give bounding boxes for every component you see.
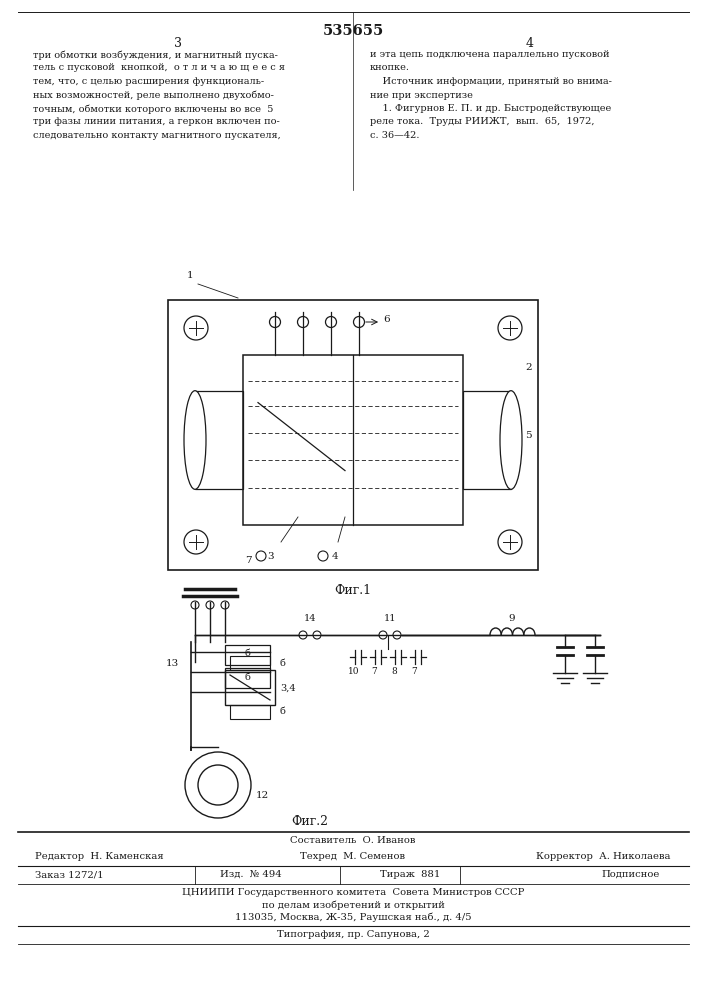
Text: и эта цепь подключена параллельно пусковой: и эта цепь подключена параллельно пусков… bbox=[370, 50, 609, 59]
Text: 12: 12 bbox=[256, 790, 269, 800]
Text: Составитель  О. Иванов: Составитель О. Иванов bbox=[291, 836, 416, 845]
Ellipse shape bbox=[500, 391, 522, 489]
Text: Подписное: Подписное bbox=[602, 870, 660, 879]
Text: Фиг.1: Фиг.1 bbox=[334, 584, 372, 597]
Ellipse shape bbox=[184, 391, 206, 489]
Text: 1: 1 bbox=[187, 271, 193, 280]
Text: Изд.  № 494: Изд. № 494 bbox=[220, 870, 282, 879]
Text: тель с пусковой  кнопкой,  о т л и ч а ю щ е е с я: тель с пусковой кнопкой, о т л и ч а ю щ… bbox=[33, 64, 285, 73]
Text: Тираж  881: Тираж 881 bbox=[380, 870, 440, 879]
Text: 4: 4 bbox=[526, 37, 534, 50]
Text: реле тока.  Труды РИИЖТ,  вып.  65,  1972,: реле тока. Труды РИИЖТ, вып. 65, 1972, bbox=[370, 117, 595, 126]
Text: 113035, Москва, Ж-35, Раушская наб., д. 4/5: 113035, Москва, Ж-35, Раушская наб., д. … bbox=[235, 912, 472, 922]
Bar bbox=[168, 300, 538, 570]
Bar bbox=[195, 391, 243, 489]
Text: б: б bbox=[280, 708, 286, 716]
Text: 7: 7 bbox=[245, 556, 251, 565]
Text: Корректор  А. Николаева: Корректор А. Николаева bbox=[535, 852, 670, 861]
Text: точным, обмотки которого включены во все  5: точным, обмотки которого включены во все… bbox=[33, 104, 274, 113]
Text: Заказ 1272/1: Заказ 1272/1 bbox=[35, 870, 104, 879]
Bar bbox=[225, 670, 275, 705]
Text: Фиг.2: Фиг.2 bbox=[291, 815, 329, 828]
Text: Техред  М. Семенов: Техред М. Семенов bbox=[300, 852, 406, 861]
Text: 3,4: 3,4 bbox=[280, 684, 296, 692]
Text: ние при экспертизе: ние при экспертизе bbox=[370, 91, 473, 100]
Text: ЦНИИПИ Государственного комитета  Совета Министров СССР: ЦНИИПИ Государственного комитета Совета … bbox=[182, 888, 524, 897]
Text: три фазы линии питания, а геркон включен по-: три фазы линии питания, а геркон включен… bbox=[33, 117, 280, 126]
Text: 2: 2 bbox=[525, 362, 532, 371]
Text: 10: 10 bbox=[349, 667, 360, 676]
Text: 3: 3 bbox=[268, 552, 274, 561]
Text: 8: 8 bbox=[391, 667, 397, 676]
Text: 9: 9 bbox=[509, 614, 515, 623]
Text: Типография, пр. Сапунова, 2: Типография, пр. Сапунова, 2 bbox=[276, 930, 429, 939]
Text: 13: 13 bbox=[165, 658, 179, 668]
Text: тем, что, с целью расширения функциональ-: тем, что, с целью расширения функциональ… bbox=[33, 77, 264, 86]
Text: 535655: 535655 bbox=[322, 24, 384, 38]
Text: б: б bbox=[280, 658, 286, 668]
Text: 7: 7 bbox=[371, 667, 377, 676]
Text: 3: 3 bbox=[174, 37, 182, 50]
Text: Источник информации, принятый во внима-: Источник информации, принятый во внима- bbox=[370, 77, 612, 86]
Bar bbox=[230, 656, 270, 670]
Bar bbox=[225, 668, 270, 688]
Text: кнопке.: кнопке. bbox=[370, 64, 410, 73]
Bar bbox=[225, 645, 270, 665]
Text: 7: 7 bbox=[411, 667, 417, 676]
Text: следовательно контакту магнитного пускателя,: следовательно контакту магнитного пускат… bbox=[33, 131, 281, 140]
Text: 5: 5 bbox=[525, 431, 532, 440]
Text: 4: 4 bbox=[332, 552, 339, 561]
Text: три обмотки возбуждения, и магнитный пуска-: три обмотки возбуждения, и магнитный пус… bbox=[33, 50, 278, 60]
Bar bbox=[243, 355, 463, 525]
Text: 6: 6 bbox=[383, 314, 390, 324]
Bar bbox=[463, 391, 511, 489]
Text: по делам изобретений и открытий: по делам изобретений и открытий bbox=[262, 900, 445, 910]
Text: 14: 14 bbox=[304, 614, 316, 623]
Text: б: б bbox=[244, 650, 250, 658]
Bar bbox=[230, 705, 270, 719]
Text: б: б bbox=[244, 672, 250, 682]
Text: с. 36—42.: с. 36—42. bbox=[370, 131, 419, 140]
Text: Редактор  Н. Каменская: Редактор Н. Каменская bbox=[35, 852, 163, 861]
Text: ных возможностей, реле выполнено двухобмо-: ных возможностей, реле выполнено двухобм… bbox=[33, 91, 274, 100]
Text: 11: 11 bbox=[384, 614, 396, 623]
Text: 1. Фигурнов Е. П. и др. Быстродействующее: 1. Фигурнов Е. П. и др. Быстродействующе… bbox=[370, 104, 612, 113]
